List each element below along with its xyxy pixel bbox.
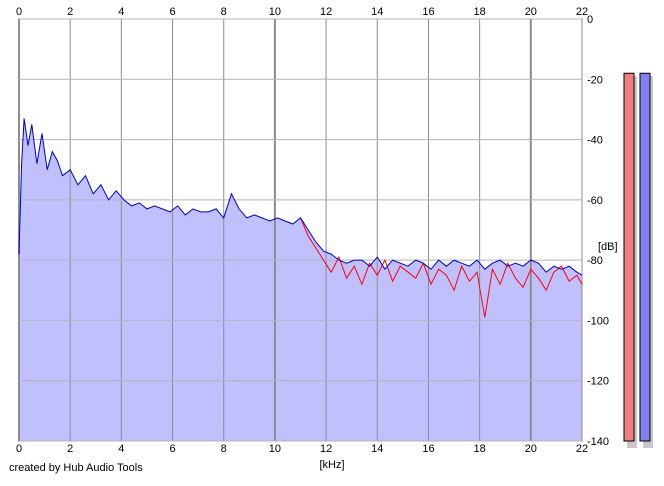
x-tick-label-top: 4 (118, 6, 124, 18)
level-meter-right (639, 72, 651, 442)
x-tick-label-bottom: 22 (576, 443, 588, 455)
y-tick-label: -100 (587, 315, 609, 327)
y-tick-label: -140 (587, 436, 609, 448)
axis-layer: 002244668810101212141416161818202022220-… (16, 6, 618, 471)
x-tick-label-top: 16 (422, 6, 434, 18)
spectrum-area-fill (19, 118, 582, 441)
x-tick-label-bottom: 4 (118, 443, 124, 455)
spectrum-line-red (300, 217, 583, 318)
x-tick-label-top: 14 (371, 6, 383, 18)
x-axis-label: [kHz] (319, 459, 344, 471)
y-tick-label: -80 (587, 255, 603, 267)
grid-layer (18, 18, 583, 442)
x-tick-label-bottom: 2 (67, 443, 73, 455)
y-tick-label: -60 (587, 195, 603, 207)
level-meter-left (623, 72, 635, 442)
x-tick-label-bottom: 0 (16, 443, 22, 455)
y-tick-label: 0 (587, 14, 593, 26)
y-tick-label: -120 (587, 376, 609, 388)
x-tick-label-bottom: 20 (525, 443, 537, 455)
x-tick-label-top: 8 (221, 6, 227, 18)
x-tick-label-top: 10 (269, 6, 281, 18)
x-tick-label-top: 20 (525, 6, 537, 18)
x-tick-label-top: 6 (169, 6, 175, 18)
x-tick-label-bottom: 6 (169, 443, 175, 455)
x-tick-label-bottom: 10 (269, 443, 281, 455)
x-tick-label-bottom: 8 (221, 443, 227, 455)
spectrum-line-layer (18, 118, 583, 318)
spectrum-line-blue (18, 118, 583, 276)
x-tick-label-top: 18 (474, 6, 486, 18)
x-tick-label-top: 0 (16, 6, 22, 18)
x-tick-label-top: 12 (320, 6, 332, 18)
level-meters (623, 72, 653, 448)
spectrum-fill-layer (19, 118, 582, 441)
x-tick-label-bottom: 12 (320, 443, 332, 455)
y-axis-label: [dB] (598, 241, 618, 253)
x-tick-label-bottom: 18 (474, 443, 486, 455)
x-tick-label-bottom: 14 (371, 443, 383, 455)
x-tick-label-bottom: 16 (422, 443, 434, 455)
y-tick-label: -20 (587, 74, 603, 86)
y-tick-label: -40 (587, 135, 603, 147)
x-tick-label-top: 2 (67, 6, 73, 18)
credit-text: created by Hub Audio Tools (9, 462, 143, 474)
x-tick-label-top: 22 (576, 6, 588, 18)
